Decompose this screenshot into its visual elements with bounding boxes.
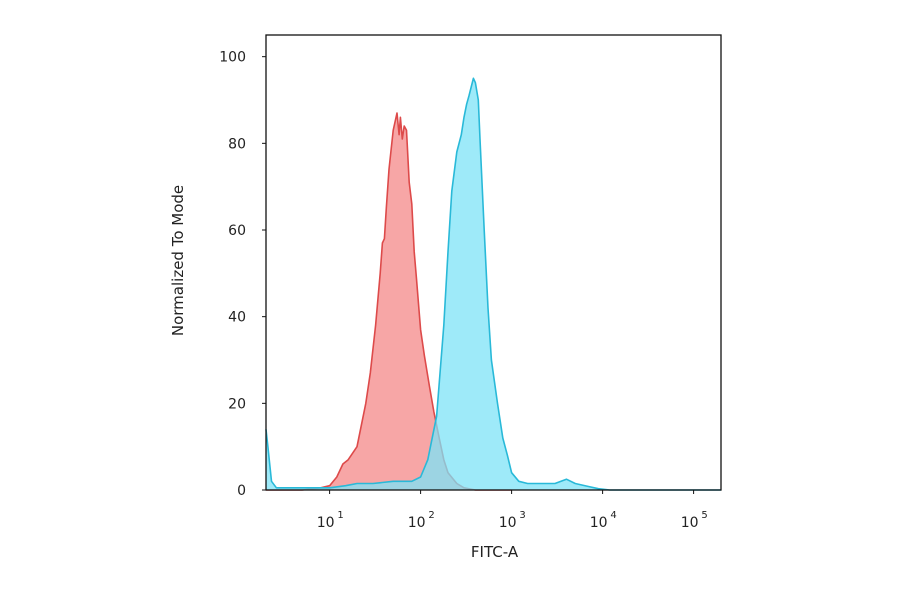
series-2-fill [266, 78, 721, 491]
series-1-fill [266, 113, 512, 490]
x-axis-label: FITC-A [471, 543, 519, 561]
x-tick-exponent: 5 [701, 510, 707, 521]
x-tick-exponent: 2 [428, 510, 434, 521]
series-2-line [265, 77, 721, 491]
y-tick-label: 80 [228, 136, 246, 152]
x-tick-label: 10 [317, 515, 335, 531]
x-tick-exponent: 3 [519, 510, 525, 521]
series-layer [265, 77, 721, 491]
y-tick-label: 20 [228, 396, 246, 412]
y-axis-label: Normalized To Mode [169, 185, 187, 336]
plot-frame [265, 34, 722, 491]
y-tick-label: 0 [237, 483, 246, 499]
x-tick-label: 10 [499, 515, 517, 531]
x-tick-label: 10 [408, 515, 426, 531]
y-tick-label: 100 [219, 50, 246, 66]
x-tick-exponent: 4 [610, 510, 616, 521]
y-tick-label: 40 [228, 310, 246, 326]
x-tick-label: 10 [681, 515, 699, 531]
y-tick-label: 60 [228, 223, 246, 239]
x-tick-label: 10 [590, 515, 608, 531]
x-tick-exponent: 1 [337, 510, 343, 521]
